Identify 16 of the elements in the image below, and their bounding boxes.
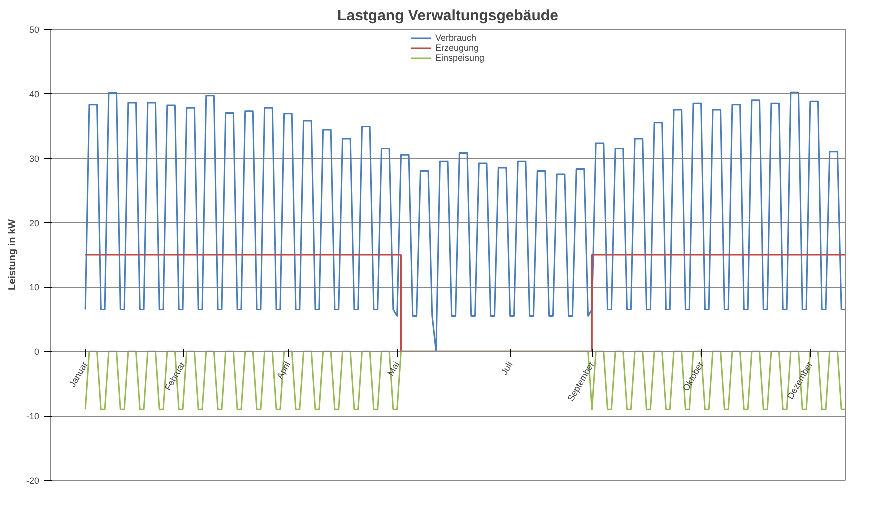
x-tick-label: Juli [499, 360, 515, 377]
y-tick-label: -20 [26, 476, 40, 486]
y-tick-label: 50 [29, 25, 40, 35]
y-tick-label: 40 [29, 89, 40, 100]
legend-label: Verbrauch [435, 33, 477, 43]
y-axis-title: Leistung in kW [7, 218, 18, 291]
chart-title: Lastgang Verwaltungsgebäude [338, 8, 558, 24]
x-tick-label: Mai [386, 360, 402, 378]
y-tick-label: 0 [34, 347, 40, 358]
y-tick-label: 20 [29, 218, 40, 228]
y-tick-label: -10 [26, 412, 40, 422]
y-tick-label: 10 [29, 282, 40, 293]
legend-label: Einspeisung [435, 53, 485, 63]
legend-label: Erzeugung [435, 43, 480, 53]
line-series [84, 92, 846, 352]
y-tick-label: 30 [29, 154, 40, 164]
